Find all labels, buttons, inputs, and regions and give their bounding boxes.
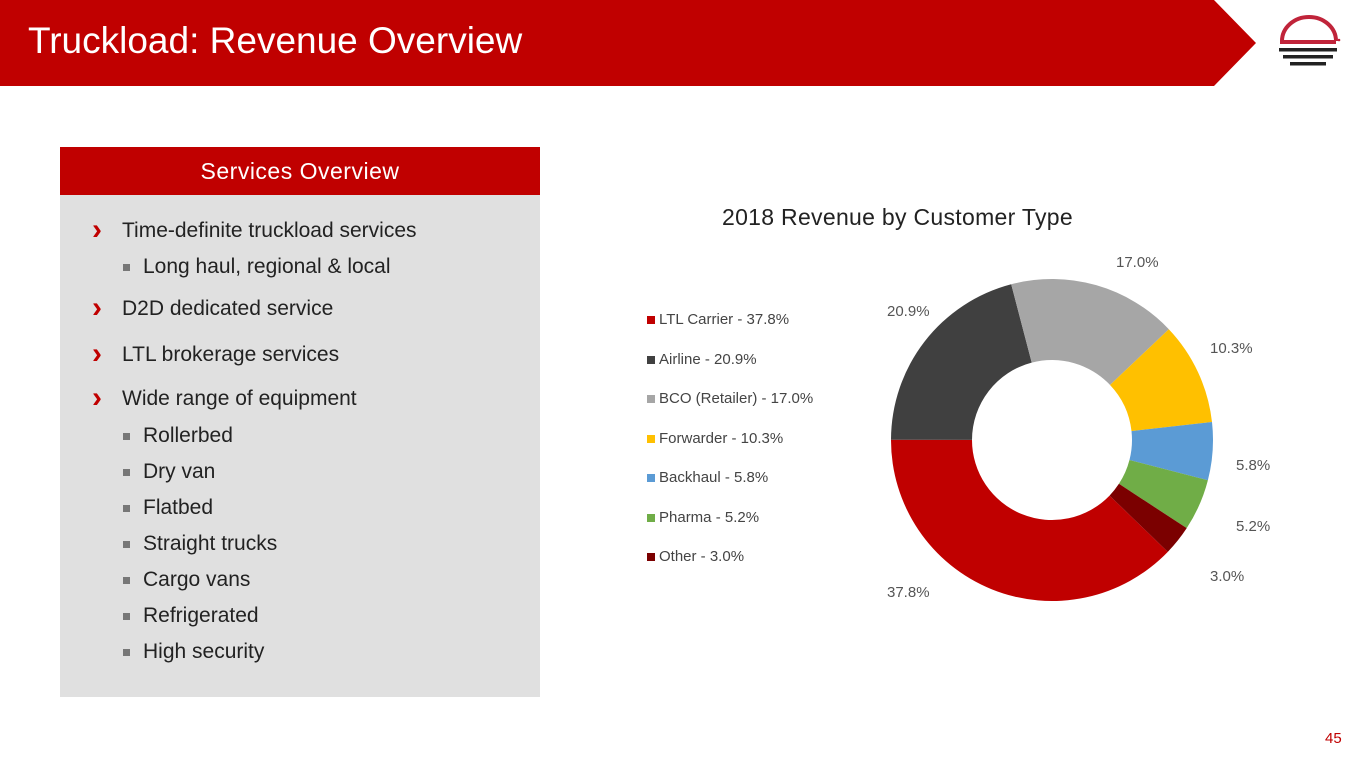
legend-entry: Forwarder - 10.3% [647,430,783,447]
legend-swatch [647,355,655,364]
legend-entry: Backhaul - 5.8% [647,469,768,486]
bullet-item: Wide range of equipment [92,381,357,415]
legend-entry: Pharma - 5.2% [647,509,759,526]
page-number: 45 [1325,730,1342,747]
legend-label: Pharma - 5.2% [659,508,760,526]
legend-swatch [647,553,655,561]
data-label: 10.3% [1210,340,1253,357]
legend-swatch [647,513,655,522]
bullet-item: Refrigerated [123,604,259,627]
data-label: 20.9% [887,303,930,320]
legend-entry: Airline - 20.9% [647,351,757,368]
donut-slice-forwarder [1110,329,1212,432]
donut-slice-other [1109,483,1187,552]
page-title: Truckload: Revenue Overview [28,20,523,61]
bullet-item: Long haul, regional & local [123,255,391,278]
legend-label: BCO (Retailer) - 17.0% [659,390,814,407]
bullet-item: Time-definite truckload services [92,213,416,247]
legend-swatch [647,395,655,403]
legend-label: LTL Carrier - 37.8% [659,311,790,328]
legend-label: Airline - 20.9% [659,350,757,368]
bullet-item: Flatbed [122,496,214,519]
bullet-item: LTL brokerage services [92,337,339,371]
legend-label: Other - 3.0% [659,548,745,565]
data-label: 3.0% [1210,568,1245,585]
company-logo [1279,15,1341,66]
bullet-item: D2D dedicated service [92,291,333,325]
panel-title: Services Overview [60,147,540,195]
legend-swatch [647,434,655,443]
bullet-item: High security [122,640,265,663]
data-label: 5.8% [1236,457,1271,474]
legend-entry: Other - 3.0% [647,548,744,565]
bullet-item: Dry van [122,460,216,483]
donut-slice-backhaul [1129,422,1213,481]
data-label: 5.2% [1236,518,1271,535]
title-bar: Truckload: Revenue Overview [0,0,1256,86]
bullet-item: Straight trucks [122,532,278,555]
data-label: 37.8% [887,584,930,601]
legend-entry: LTL Carrier - 37.8% [647,311,789,328]
data-label: 17.0% [1116,254,1159,271]
legend-swatch [647,474,655,482]
donut-slice-bco-retailer [1011,279,1169,385]
bullet-item: Cargo vans [122,568,251,591]
chart-title: 2018 Revenue by Customer Type [722,204,1073,230]
legend-swatch [647,316,655,324]
donut-slice-airline [891,284,1032,440]
donut-slice-pharma [1118,460,1208,529]
legend-label: Forwarder - 10.3% [659,429,784,447]
legend-label: Backhaul - 5.8% [659,469,769,486]
bullet-item: Rollerbed [123,424,233,447]
legend-entry: BCO (Retailer) - 17.0% [647,390,813,407]
donut-slice-ltl-carrier [891,439,1168,602]
